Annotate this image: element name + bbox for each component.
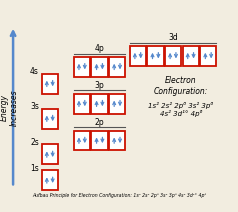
Bar: [109, 57, 125, 77]
Bar: [200, 46, 216, 66]
Bar: [91, 94, 108, 114]
Text: 1s: 1s: [30, 164, 39, 173]
Bar: [74, 131, 90, 151]
Bar: [109, 131, 125, 151]
Text: 3s: 3s: [30, 102, 39, 111]
Text: Electron
Configuration:: Electron Configuration:: [154, 76, 208, 96]
Bar: [74, 57, 90, 77]
Text: 2p: 2p: [95, 117, 104, 127]
Bar: [130, 46, 146, 66]
Text: 2s: 2s: [30, 138, 39, 147]
Text: 3p: 3p: [95, 81, 104, 90]
Bar: [183, 46, 199, 66]
Bar: [42, 145, 58, 165]
Bar: [91, 57, 108, 77]
Bar: [42, 74, 58, 94]
Text: 4s: 4s: [30, 67, 39, 76]
Text: Aufbau Principle for Electron Configuration: 1s² 2s² 2p⁶ 3s² 3p⁶ 4s² 3d¹° 4p⁶: Aufbau Principle for Electron Configurat…: [32, 193, 206, 198]
Bar: [91, 131, 108, 151]
Bar: [147, 46, 164, 66]
Bar: [74, 94, 90, 114]
Text: 3d: 3d: [168, 33, 178, 42]
Text: Energy
Increases: Energy Increases: [0, 89, 19, 126]
Bar: [109, 94, 125, 114]
Bar: [42, 109, 58, 128]
Text: 1s² 2s² 2p⁶ 3s² 3p⁶
4s² 3d¹° 4p⁶: 1s² 2s² 2p⁶ 3s² 3p⁶ 4s² 3d¹° 4p⁶: [148, 102, 213, 117]
Text: 4p: 4p: [95, 44, 104, 53]
Bar: [42, 170, 58, 190]
Bar: [165, 46, 181, 66]
